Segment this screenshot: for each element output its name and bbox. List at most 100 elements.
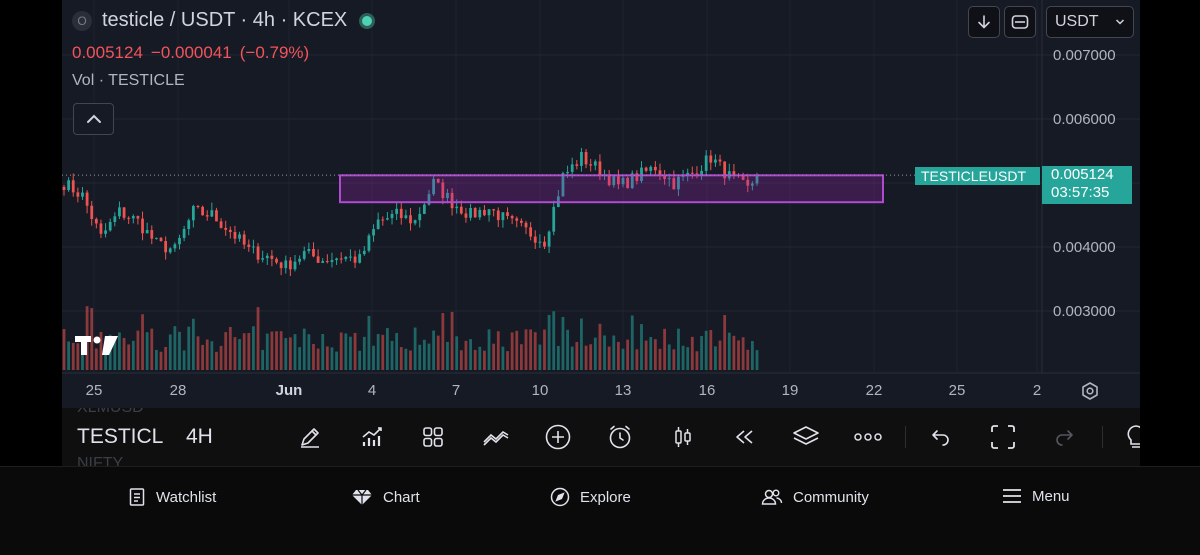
volume-bar bbox=[575, 341, 579, 370]
time-axis-label: 7 bbox=[451, 382, 461, 399]
symbol-legend[interactable]: O testicle / USDT · 4h · KCEX bbox=[72, 9, 376, 32]
candle-body bbox=[653, 166, 657, 171]
volume-bar bbox=[681, 345, 685, 370]
nav-chart[interactable]: Chart bbox=[351, 487, 420, 507]
chart-area[interactable] bbox=[62, 0, 1140, 466]
volume-bar bbox=[718, 340, 722, 370]
candle-body bbox=[261, 258, 265, 260]
candle-body bbox=[136, 216, 140, 219]
volume-bar bbox=[547, 314, 551, 370]
alert-button[interactable] bbox=[604, 421, 636, 453]
candle-body bbox=[732, 171, 736, 175]
volume-legend[interactable]: Vol · TESTICLE bbox=[72, 72, 185, 90]
collapse-legend-button[interactable] bbox=[73, 103, 114, 135]
volume-bar bbox=[155, 349, 158, 370]
time-axis-label: 10 bbox=[531, 382, 549, 399]
volume-bar bbox=[644, 340, 648, 370]
volume-bar bbox=[709, 330, 713, 370]
volume-bar bbox=[321, 333, 325, 370]
volume-bar bbox=[196, 336, 200, 370]
time-axis-label: 4 bbox=[367, 382, 377, 399]
candle-body bbox=[312, 249, 315, 257]
time-axis-label: 13 bbox=[614, 382, 632, 399]
layouts-button[interactable] bbox=[417, 421, 449, 453]
volume-bar bbox=[316, 348, 320, 370]
indicators-button[interactable] bbox=[356, 421, 388, 453]
nav-explore[interactable]: Explore bbox=[550, 487, 631, 507]
volume-bar bbox=[524, 329, 528, 370]
candle-body bbox=[131, 216, 135, 219]
toolbar-symbol[interactable]: TESTICL bbox=[77, 425, 164, 448]
volume-bar bbox=[261, 349, 265, 370]
candle-body bbox=[561, 173, 565, 197]
volume-bar bbox=[455, 336, 459, 370]
nav-community[interactable]: Community bbox=[761, 487, 869, 507]
undo-button[interactable] bbox=[924, 421, 956, 453]
ideas-button[interactable] bbox=[1120, 421, 1140, 453]
volume-bar bbox=[561, 316, 565, 370]
toolbar-interval[interactable]: 4H bbox=[186, 425, 213, 448]
candle-body bbox=[677, 176, 680, 190]
volume-bar bbox=[519, 344, 523, 370]
volume-bar bbox=[640, 324, 643, 370]
volume-bar bbox=[99, 331, 103, 370]
volume-bar bbox=[372, 345, 375, 370]
candle-body bbox=[228, 229, 232, 233]
more-button[interactable] bbox=[852, 421, 884, 453]
volume-bar bbox=[589, 344, 593, 370]
candle-body bbox=[288, 260, 292, 270]
nav-menu[interactable]: Menu bbox=[1002, 487, 1070, 505]
chevron-up-icon bbox=[86, 114, 101, 123]
strategies-button[interactable] bbox=[480, 421, 512, 453]
candle-body bbox=[580, 152, 583, 166]
volume-bar bbox=[395, 333, 399, 370]
add-symbol-button[interactable] bbox=[542, 421, 574, 453]
candle-body bbox=[672, 178, 676, 190]
last-price: 0.005124 bbox=[72, 43, 143, 62]
candle-body bbox=[404, 215, 408, 219]
volume-bar bbox=[492, 343, 496, 370]
candle-body bbox=[298, 258, 302, 262]
watchlist-peek-item: NIFTY bbox=[77, 455, 124, 466]
candle-body bbox=[667, 178, 671, 180]
candle-body bbox=[506, 212, 509, 216]
nav-community-label: Community bbox=[793, 488, 869, 506]
chart-type-button[interactable] bbox=[667, 421, 699, 453]
object-tree-button[interactable] bbox=[790, 421, 822, 453]
volume-bar bbox=[62, 329, 66, 370]
grid-icon bbox=[423, 427, 443, 447]
price-scale-label: 0.004000 bbox=[1053, 239, 1116, 256]
fullscreen-button[interactable] bbox=[987, 421, 1019, 453]
candle-body bbox=[275, 258, 278, 263]
chart-settings-button[interactable] bbox=[1080, 381, 1100, 406]
candle-body bbox=[422, 204, 426, 214]
candle-body bbox=[492, 209, 496, 211]
volume-bar bbox=[339, 332, 343, 370]
currency-select[interactable]: USDT bbox=[1046, 6, 1134, 38]
volume-bar bbox=[390, 340, 394, 370]
price-chart[interactable] bbox=[62, 0, 1140, 408]
candle-body bbox=[589, 164, 593, 166]
candle-body bbox=[741, 176, 745, 180]
time-axis-label: 19 bbox=[781, 382, 799, 399]
volume-bar bbox=[446, 341, 449, 370]
drawing-tools-button[interactable] bbox=[294, 421, 326, 453]
candle-body bbox=[67, 180, 71, 191]
candle-body bbox=[483, 209, 486, 216]
volume-bar bbox=[409, 350, 412, 370]
compass-icon bbox=[550, 487, 570, 507]
volume-bar bbox=[386, 328, 389, 370]
volume-bar bbox=[413, 327, 417, 370]
arrow-down-icon bbox=[978, 15, 990, 29]
volume-bar bbox=[649, 336, 653, 370]
more-dots-icon bbox=[854, 433, 882, 441]
replay-button[interactable] bbox=[728, 421, 760, 453]
compare-button[interactable] bbox=[1004, 6, 1036, 38]
nav-watchlist[interactable]: Watchlist bbox=[128, 487, 216, 507]
price-change-pct: (−0.79%) bbox=[239, 43, 310, 62]
redo-button[interactable] bbox=[1049, 421, 1081, 453]
candle-body bbox=[709, 155, 713, 163]
scroll-to-latest-button[interactable] bbox=[968, 6, 1000, 38]
volume-bar bbox=[686, 347, 690, 370]
candle-body bbox=[325, 261, 329, 263]
